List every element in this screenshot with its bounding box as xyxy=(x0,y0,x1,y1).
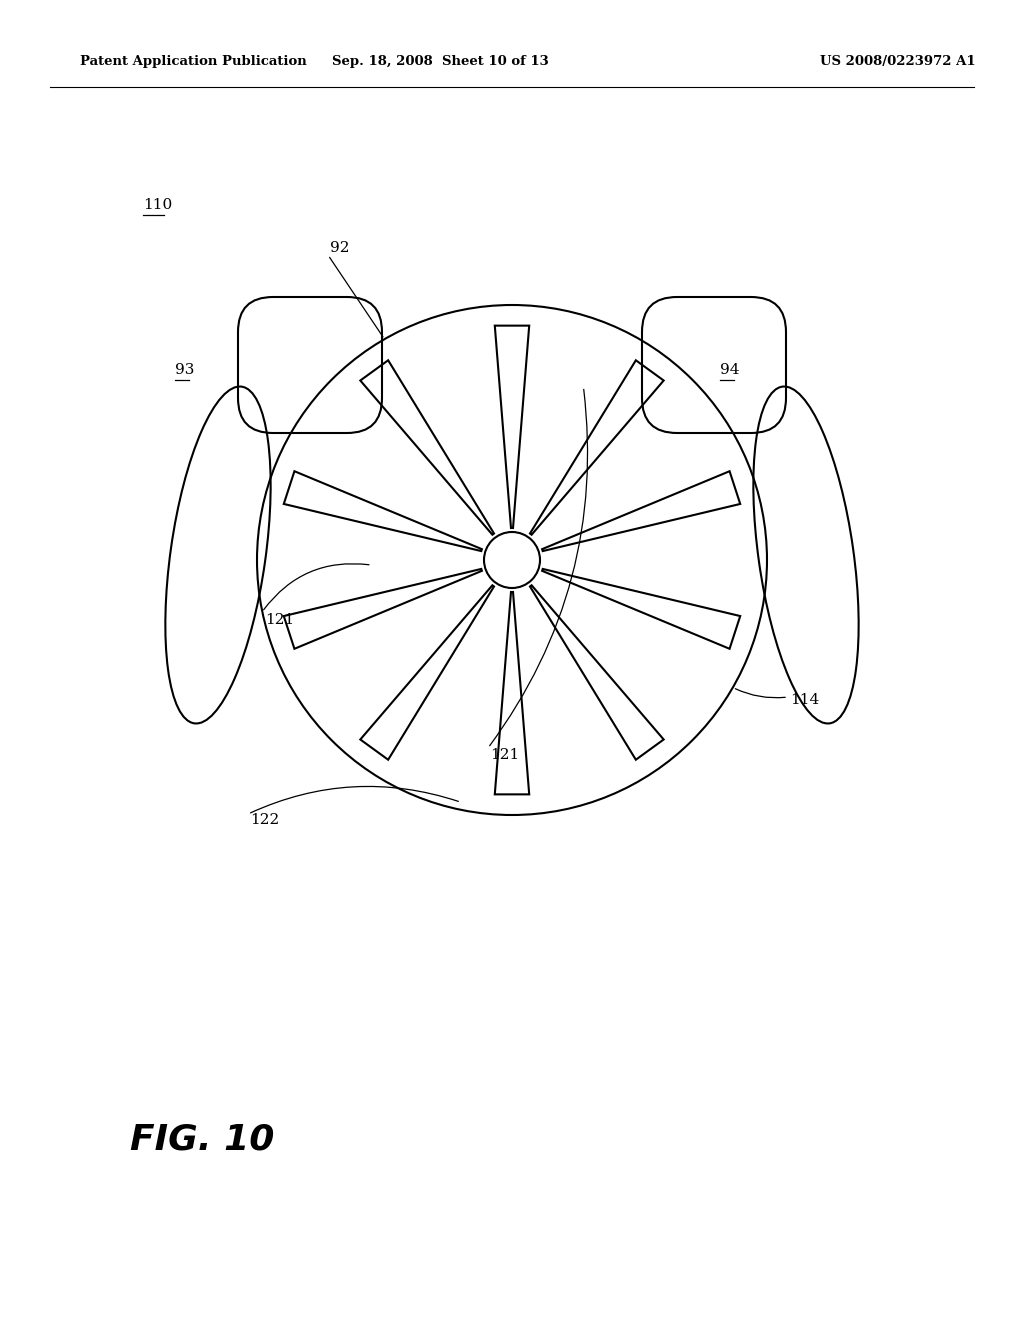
Text: 121: 121 xyxy=(265,612,294,627)
Text: FIG. 10: FIG. 10 xyxy=(130,1123,274,1158)
Text: 121: 121 xyxy=(490,748,519,762)
Text: Patent Application Publication: Patent Application Publication xyxy=(80,55,307,69)
Text: Sep. 18, 2008  Sheet 10 of 13: Sep. 18, 2008 Sheet 10 of 13 xyxy=(332,55,549,69)
Text: 110: 110 xyxy=(143,198,172,213)
Text: 92: 92 xyxy=(330,242,349,255)
Text: 94: 94 xyxy=(720,363,739,378)
Text: 114: 114 xyxy=(790,693,819,708)
Text: 93: 93 xyxy=(175,363,195,378)
Text: US 2008/0223972 A1: US 2008/0223972 A1 xyxy=(820,55,976,69)
Text: 122: 122 xyxy=(250,813,280,828)
